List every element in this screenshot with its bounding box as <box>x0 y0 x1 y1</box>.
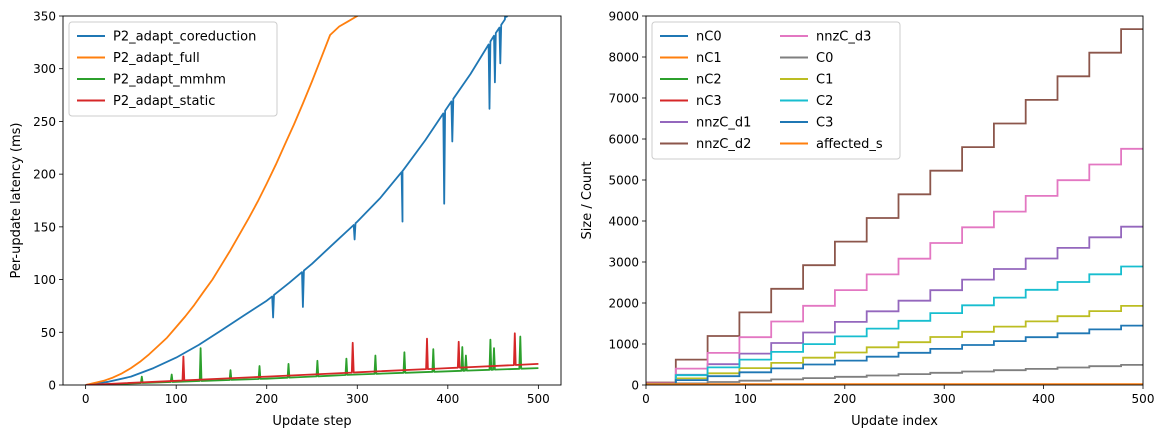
legend-label-C1: C1 <box>816 73 833 88</box>
y-tick-label: 9000 <box>608 10 639 24</box>
y-axis-label: Size / Count <box>580 162 595 240</box>
left-chart: 0 100 200 300 400 500 0 50 100 150 200 250 300 350 Upd… <box>9 10 562 429</box>
x-tick-label: 0 <box>642 392 650 406</box>
x-tick-label: 500 <box>1132 392 1155 406</box>
x-tick-label: 200 <box>833 392 856 406</box>
legend-box <box>651 21 901 160</box>
legend-label-P2_adapt_mmhm: P2_adapt_mmhm <box>113 73 226 88</box>
x-tick-label: 200 <box>255 392 278 406</box>
x-tick-label: 400 <box>1032 392 1055 406</box>
legend-label-C2: C2 <box>816 94 833 109</box>
y-tick-label: 6000 <box>608 133 639 147</box>
x-tick-label: 100 <box>165 392 188 406</box>
legend-label-P2_adapt_full: P2_adapt_full <box>113 51 200 66</box>
x-axis-label: Update step <box>272 414 351 429</box>
plot-frame <box>645 15 1144 386</box>
x-tick-label: 300 <box>346 392 369 406</box>
legend-label-nnzC_d3: nnzC_d3 <box>816 30 871 45</box>
y-tick-label: 1000 <box>608 338 639 352</box>
series-line-C2 <box>646 265 1143 385</box>
legend-box <box>68 21 278 117</box>
series-line-P2_adapt_static <box>85 332 539 385</box>
series-line-P2_adapt_coreduction <box>85 16 509 385</box>
x-tick-label: 0 <box>82 392 90 406</box>
y-tick-label: 5000 <box>608 174 639 188</box>
y-tick-label: 4000 <box>608 215 639 229</box>
legend-label-nC2: nC2 <box>696 73 722 88</box>
y-tick-label: 2000 <box>608 297 639 311</box>
y-tick-label: 250 <box>33 115 56 129</box>
y-tick-label: 150 <box>33 220 56 234</box>
y-tick-label: 0 <box>48 379 56 393</box>
x-tick-label: 100 <box>734 392 757 406</box>
x-tick-label: 500 <box>527 392 550 406</box>
y-axis-label: Per-update latency (ms) <box>9 123 24 279</box>
legend-label-nC1: nC1 <box>696 51 722 66</box>
series-line-nnzC_d3 <box>646 147 1143 385</box>
series-line-nnzC_d2 <box>646 28 1143 384</box>
series-line-C1 <box>646 305 1143 385</box>
left-plot-area <box>85 16 539 385</box>
y-tick-label: 3000 <box>608 256 639 270</box>
series-line-nnzC_d1 <box>646 225 1143 385</box>
series-line-P2_adapt_full <box>85 16 359 385</box>
legend-label-nnzC_d1: nnzC_d1 <box>696 116 751 131</box>
y-tick-label: 350 <box>33 10 56 24</box>
y-tick-label: 7000 <box>608 92 639 106</box>
right-chart: 0 100 200 300 400 500010002000300040005000600… <box>580 10 1154 430</box>
y-tick-label: 200 <box>33 168 56 182</box>
y-tick-label: 0 <box>631 379 639 393</box>
legend-label-P2_adapt_static: P2_adapt_static <box>113 94 215 109</box>
series-line-C0 <box>646 364 1143 385</box>
legend-label-affected_s: affected_s <box>816 137 883 152</box>
x-tick-label: 400 <box>436 392 459 406</box>
legend-label-nC0: nC0 <box>696 30 722 45</box>
x-tick-label: 300 <box>933 392 956 406</box>
y-tick-label: 300 <box>33 62 56 76</box>
legend-label-C0: C0 <box>816 51 833 66</box>
legend-label-nnzC_d2: nnzC_d2 <box>696 137 751 152</box>
y-tick-label: 50 <box>41 326 56 340</box>
series-line-C3 <box>646 324 1143 385</box>
legend-label-C3: C3 <box>816 116 833 131</box>
plot-frame <box>62 15 562 386</box>
series-line-P2_adapt_mmhm <box>85 335 539 385</box>
right-plot-area <box>646 28 1143 385</box>
y-tick-label: 8000 <box>608 51 639 65</box>
legend-label-P2_adapt_coreduction: P2_adapt_coreduction <box>113 30 256 45</box>
legend-label-nC3: nC3 <box>696 94 722 109</box>
x-axis-label: Update index <box>851 414 938 429</box>
y-tick-label: 100 <box>33 273 56 287</box>
